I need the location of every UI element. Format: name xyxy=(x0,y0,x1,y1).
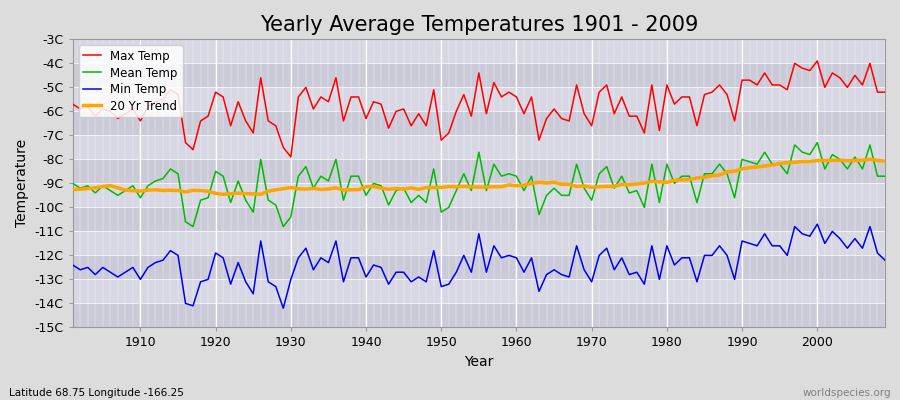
Mean Temp xyxy=(608,186,619,190)
Line: Min Temp: Min Temp xyxy=(73,224,885,308)
Bar xyxy=(73,304,885,328)
Mean Temp xyxy=(511,174,522,178)
Mean Temp xyxy=(187,224,198,229)
Min Temp xyxy=(128,265,139,270)
Max Temp xyxy=(346,94,356,99)
Line: Max Temp: Max Temp xyxy=(73,61,885,157)
Line: 20 Yr Trend: 20 Yr Trend xyxy=(73,159,885,194)
Bar xyxy=(73,39,885,63)
20 Yr Trend xyxy=(511,183,522,188)
20 Yr Trend xyxy=(346,187,356,192)
Bar xyxy=(73,280,885,304)
20 Yr Trend xyxy=(301,187,311,192)
Text: Latitude 68.75 Longitude -166.25: Latitude 68.75 Longitude -166.25 xyxy=(9,388,184,398)
Max Temp xyxy=(68,102,78,106)
Min Temp xyxy=(346,255,356,260)
Bar xyxy=(73,87,885,111)
20 Yr Trend xyxy=(518,183,529,188)
X-axis label: Year: Year xyxy=(464,355,493,369)
Min Temp xyxy=(812,222,823,226)
Bar xyxy=(73,207,885,231)
Mean Temp xyxy=(301,164,311,169)
Bar xyxy=(73,159,885,183)
Bar xyxy=(73,183,885,207)
Legend: Max Temp, Mean Temp, Min Temp, 20 Yr Trend: Max Temp, Mean Temp, Min Temp, 20 Yr Tre… xyxy=(78,45,183,117)
Bar xyxy=(73,111,885,135)
Max Temp xyxy=(608,111,619,116)
Max Temp xyxy=(812,58,823,63)
Max Temp xyxy=(511,94,522,99)
Title: Yearly Average Temperatures 1901 - 2009: Yearly Average Temperatures 1901 - 2009 xyxy=(260,15,698,35)
Max Temp xyxy=(301,85,311,90)
Y-axis label: Temperature: Temperature xyxy=(15,139,29,228)
Bar xyxy=(73,255,885,280)
Mean Temp xyxy=(879,174,890,178)
20 Yr Trend xyxy=(68,187,78,192)
Mean Temp xyxy=(128,183,139,188)
Min Temp xyxy=(608,267,619,272)
20 Yr Trend xyxy=(608,184,619,189)
Mean Temp xyxy=(812,140,823,145)
Mean Temp xyxy=(346,174,356,178)
Min Temp xyxy=(278,306,289,311)
Mean Temp xyxy=(68,181,78,186)
Max Temp xyxy=(879,90,890,94)
Max Temp xyxy=(518,111,529,116)
Bar xyxy=(73,63,885,87)
Min Temp xyxy=(879,258,890,262)
Mean Temp xyxy=(518,188,529,193)
20 Yr Trend xyxy=(128,188,139,193)
Min Temp xyxy=(511,255,522,260)
Min Temp xyxy=(68,262,78,267)
Max Temp xyxy=(128,106,139,111)
20 Yr Trend xyxy=(879,159,890,164)
20 Yr Trend xyxy=(218,192,229,197)
Min Temp xyxy=(301,246,311,250)
Text: worldspecies.org: worldspecies.org xyxy=(803,388,891,398)
20 Yr Trend xyxy=(865,157,876,162)
Bar xyxy=(73,231,885,255)
Min Temp xyxy=(518,270,529,275)
Max Temp xyxy=(285,154,296,159)
Bar xyxy=(73,135,885,159)
Line: Mean Temp: Mean Temp xyxy=(73,142,885,226)
